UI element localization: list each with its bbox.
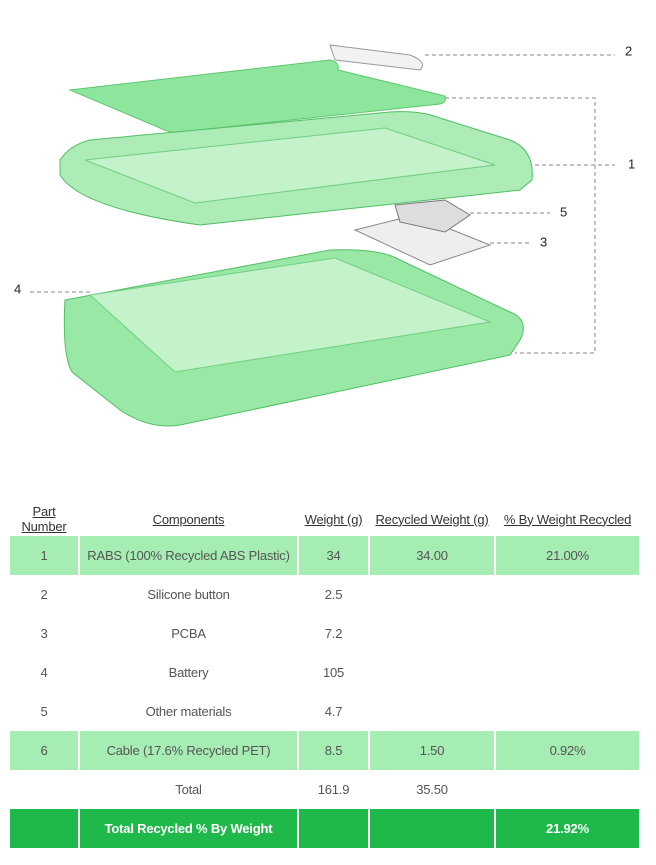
table-row: Total Recycled % By Weight 21.92% <box>10 809 639 848</box>
table-cell: 35.50 <box>416 782 448 797</box>
table-cell: 2.5 <box>324 587 343 602</box>
table-cell <box>370 575 494 614</box>
exploded-diagram: 1 2 3 4 5 <box>14 43 635 427</box>
table-cell <box>10 809 78 848</box>
table-cell: Cable (17.6% Recycled PET) <box>80 731 297 770</box>
callout: 3 <box>540 234 547 249</box>
table-cell <box>496 575 639 614</box>
table-row: 6 Cable (17.6% Recycled PET) 8.5 1.50 0.92% <box>10 731 639 770</box>
table-cell <box>496 692 639 731</box>
table-cell: 2 <box>40 587 48 602</box>
table-cell <box>370 614 494 653</box>
table-cell: 7.2 <box>324 626 343 641</box>
header-cell: % By Weight Recycled <box>503 511 632 527</box>
table-cell: 34 <box>299 536 368 575</box>
top-frame-inner <box>84 127 496 204</box>
header-cell: Recycled Weight (g) <box>375 511 489 527</box>
table-cell <box>10 770 78 809</box>
table-row: Total 161.9 35.50 <box>10 770 639 809</box>
callout: 1 <box>628 156 635 171</box>
table-cell: Total <box>175 782 202 797</box>
table-cell: Total Recycled % By Weight <box>80 809 297 848</box>
table-cell: 3 <box>40 626 48 641</box>
table-cell: 105 <box>322 665 345 680</box>
table-cell <box>496 653 639 692</box>
callout: 4 <box>14 281 21 296</box>
table-cell: 34.00 <box>370 536 494 575</box>
table-cell: 4.7 <box>324 704 343 719</box>
table-cell <box>299 809 368 848</box>
table-cell: 161.9 <box>317 782 350 797</box>
table-cell: 6 <box>10 731 78 770</box>
pcba <box>353 214 492 266</box>
lid <box>68 59 446 133</box>
table-cell: Battery <box>168 665 209 680</box>
silicone-button <box>329 44 423 71</box>
table-cell: Other materials <box>145 704 232 719</box>
header-cell: Part Number <box>21 504 67 534</box>
table-cell: 21.92% <box>496 809 639 848</box>
table-cell <box>370 653 494 692</box>
callout: 5 <box>560 204 567 219</box>
table-row: 5 Other materials 4.7 <box>10 692 639 731</box>
callout: 2 <box>625 43 632 58</box>
battery <box>88 257 492 373</box>
table-row: 4 Battery 105 <box>10 653 639 692</box>
table-cell <box>370 692 494 731</box>
table-cell: 1 <box>10 536 78 575</box>
table-row: 2 Silicone button 2.5 <box>10 575 639 614</box>
table-cell: 4 <box>40 665 48 680</box>
header-row: Part Number Components Weight (g) Recycled … <box>10 502 639 536</box>
table-cell: 0.92% <box>496 731 639 770</box>
table-cell <box>496 770 639 809</box>
table-row: 1 RABS (100% Recycled ABS Plastic) 34 34.00… <box>10 536 639 575</box>
table-cell: 5 <box>40 704 48 719</box>
table-cell: 8.5 <box>299 731 368 770</box>
table-cell: Silicone button <box>147 587 230 602</box>
table-cell: PCBA <box>171 626 206 641</box>
table-cell: RABS (100% Recycled ABS Plastic) <box>80 536 297 575</box>
table-cell <box>370 809 494 848</box>
table-cell <box>496 614 639 653</box>
table-row: 3 PCBA 7.2 <box>10 614 639 653</box>
other-materials <box>394 199 471 233</box>
weight-table: Part Number Components Weight (g) Recycled … <box>8 502 641 848</box>
table-cell: 21.00% <box>496 536 639 575</box>
header-cell: Weight (g) <box>304 511 363 527</box>
table-cell: 1.50 <box>370 731 494 770</box>
header-cell: Components <box>152 511 225 527</box>
callout-lines <box>30 54 615 354</box>
